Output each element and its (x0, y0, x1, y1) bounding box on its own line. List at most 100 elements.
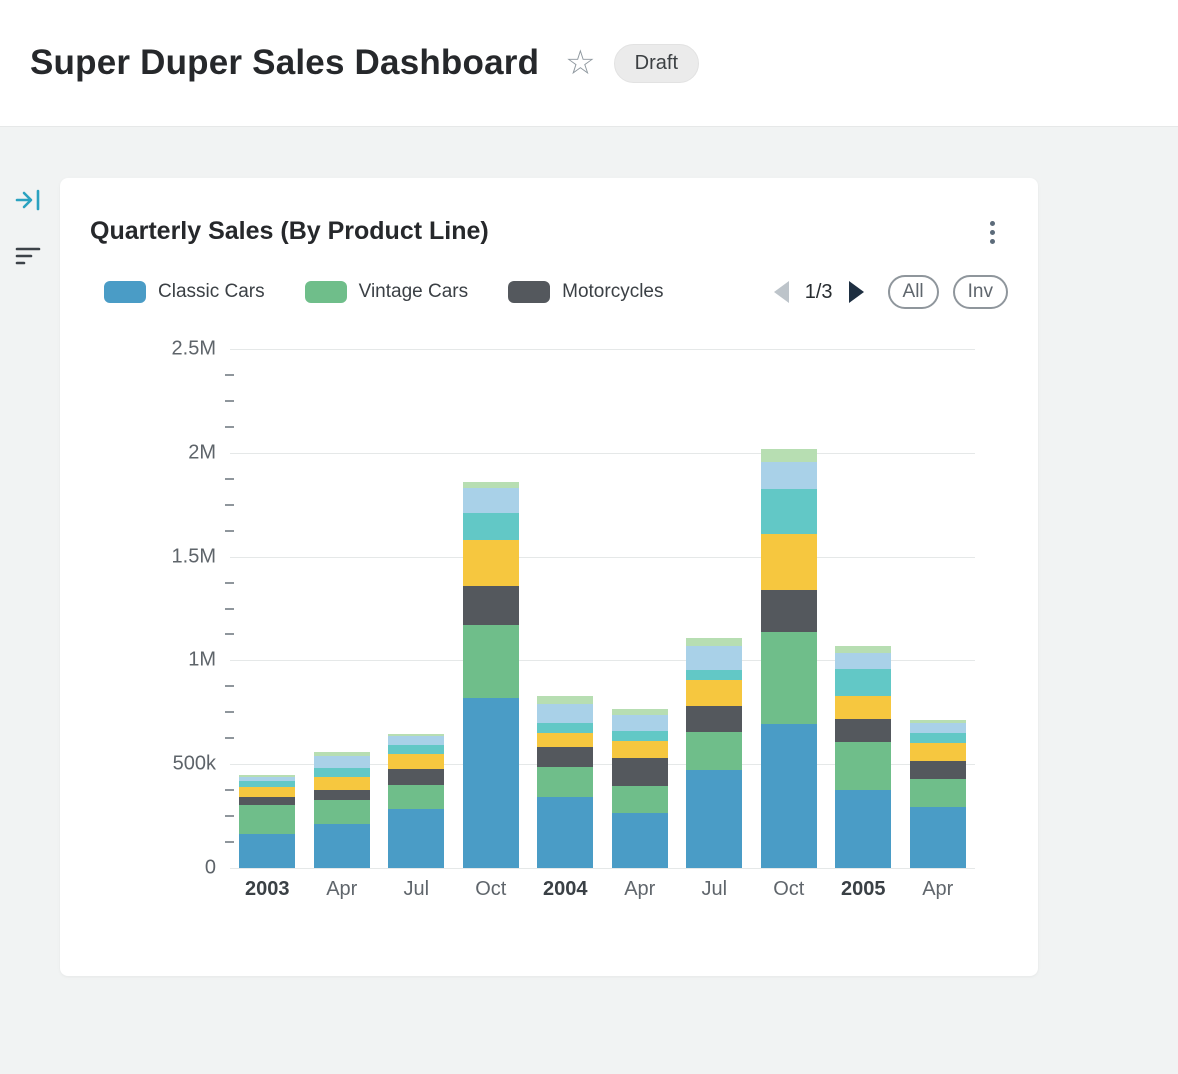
bar-segment[interactable] (239, 833, 296, 868)
bar-segment[interactable] (388, 753, 445, 770)
bar-segment[interactable] (388, 784, 445, 809)
legend-label: Motorcycles (562, 281, 664, 302)
bar-segment[interactable] (611, 731, 668, 742)
bar-segment[interactable] (835, 790, 892, 868)
star-favorite-icon[interactable]: ☆ (565, 44, 596, 82)
bar-segment[interactable] (611, 715, 668, 732)
bar-segment[interactable] (909, 743, 966, 762)
bar-segment[interactable] (686, 770, 743, 868)
collapse-panel-icon[interactable] (15, 187, 43, 218)
bar-segment[interactable] (537, 722, 594, 734)
all-button[interactable]: All (887, 275, 939, 309)
bar-segment[interactable] (537, 733, 594, 747)
bar-segment[interactable] (760, 489, 817, 534)
bar-segment[interactable] (462, 540, 519, 586)
bar-segment[interactable] (239, 780, 296, 788)
bar-segment[interactable] (835, 668, 892, 696)
x-axis-label: Jul (701, 878, 728, 900)
bar-segment[interactable] (686, 637, 743, 646)
bar-segment[interactable] (909, 722, 966, 734)
x-axis-label: Oct (773, 878, 805, 900)
bar-segment[interactable] (313, 776, 370, 791)
bar-segment[interactable] (760, 462, 817, 490)
bar-segment[interactable] (909, 719, 966, 723)
x-axis-label: Apr (326, 878, 358, 900)
bar-segment[interactable] (760, 723, 817, 868)
bar-segment[interactable] (760, 448, 817, 463)
legend-pager: 1/3 (773, 281, 864, 304)
bar-segment[interactable] (313, 751, 370, 756)
bar-segment[interactable] (239, 776, 296, 781)
legend-item[interactable]: Motorcycles (508, 281, 663, 303)
bar-segment[interactable] (462, 697, 519, 868)
bar-segment[interactable] (388, 769, 445, 785)
bar-segment[interactable] (686, 732, 743, 771)
bar-segment[interactable] (537, 695, 594, 705)
bar-segment[interactable] (313, 824, 370, 868)
bar-segment[interactable] (239, 804, 296, 834)
bar-segment[interactable] (686, 645, 743, 670)
bar-segment[interactable] (760, 589, 817, 633)
legend-item[interactable]: Vintage Cars (304, 281, 468, 303)
filter-icon[interactable] (15, 245, 41, 272)
stacked-bar[interactable] (462, 481, 519, 868)
bar-segment[interactable] (686, 669, 743, 681)
bar-segment[interactable] (835, 742, 892, 791)
bar-segment[interactable] (909, 733, 966, 744)
bar-segment[interactable] (611, 758, 668, 787)
bar-segment[interactable] (686, 680, 743, 707)
bar-segment[interactable] (611, 709, 668, 716)
bar-segment[interactable] (462, 625, 519, 698)
kebab-menu-icon[interactable] (985, 216, 1000, 249)
bar-segment[interactable] (313, 768, 370, 777)
bar-segment[interactable] (835, 645, 892, 654)
bar-segment[interactable] (835, 718, 892, 743)
bar-segment[interactable] (835, 695, 892, 719)
bar-segment[interactable] (537, 797, 594, 868)
stacked-bar[interactable] (835, 645, 892, 868)
bar-segment[interactable] (388, 744, 445, 754)
bar-segment[interactable] (239, 787, 296, 798)
stacked-bar[interactable] (686, 637, 743, 868)
bar-segment[interactable] (611, 813, 668, 868)
legend-item[interactable]: Classic Cars (104, 281, 265, 303)
bar-segment[interactable] (313, 799, 370, 825)
prev-page-arrow-icon[interactable] (773, 281, 789, 303)
bar-segment[interactable] (388, 736, 445, 745)
bar-segment[interactable] (239, 797, 296, 805)
card-header: Quarterly Sales (By Product Line) (90, 216, 1008, 249)
bar-segment[interactable] (537, 767, 594, 798)
inv-button[interactable]: Inv (952, 275, 1008, 309)
bar-segment[interactable] (462, 481, 519, 489)
bar-segment[interactable] (388, 808, 445, 868)
bar-segment[interactable] (760, 632, 817, 724)
stacked-bar[interactable] (313, 751, 370, 868)
stacked-bar[interactable] (909, 719, 966, 868)
stacked-bar[interactable] (611, 709, 668, 868)
bar-segment[interactable] (239, 774, 296, 777)
bar-segment[interactable] (537, 704, 594, 723)
bar-segment[interactable] (537, 746, 594, 768)
stacked-bar[interactable] (239, 774, 296, 868)
bar-segment[interactable] (909, 761, 966, 779)
legend: Classic Cars Vintage Cars Motorcycles (104, 281, 703, 303)
stacked-bar[interactable] (537, 695, 594, 868)
bar-segment[interactable] (388, 734, 445, 737)
bar-segment[interactable] (462, 585, 519, 626)
bar-segment[interactable] (909, 806, 966, 868)
bar-segment[interactable] (462, 513, 519, 541)
bar-segment[interactable] (835, 653, 892, 669)
bar-segment[interactable] (686, 706, 743, 733)
bar-segment[interactable] (760, 533, 817, 590)
stacked-bar[interactable] (388, 734, 445, 868)
y-axis-minor-tick (225, 815, 234, 818)
bar-segment[interactable] (611, 786, 668, 813)
bar-segment[interactable] (909, 778, 966, 807)
bar-segment[interactable] (313, 755, 370, 769)
bar-segment[interactable] (462, 488, 519, 514)
bar-segment[interactable] (313, 790, 370, 800)
bar-segment[interactable] (611, 741, 668, 758)
next-page-arrow-icon[interactable] (848, 281, 864, 303)
y-axis-label: 2.5M (171, 337, 216, 360)
stacked-bar[interactable] (760, 448, 817, 868)
